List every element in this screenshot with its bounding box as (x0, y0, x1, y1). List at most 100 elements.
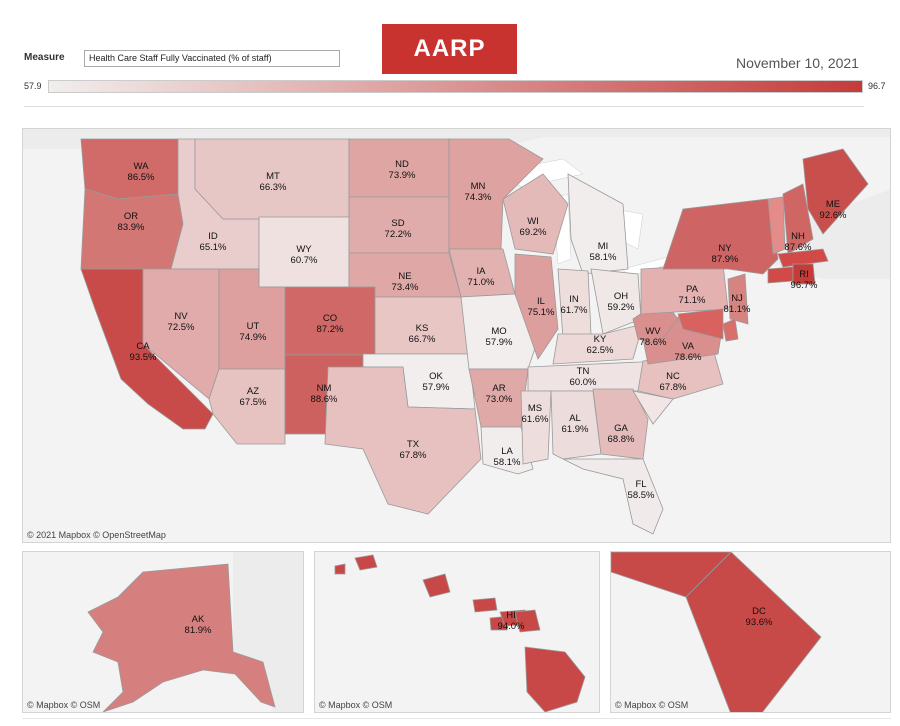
state-il[interactable] (514, 253, 559, 360)
state-label-dc: DC (752, 606, 766, 617)
state-me[interactable] (802, 148, 869, 235)
state-nh[interactable] (782, 183, 814, 255)
state-label-id: ID (208, 231, 218, 242)
state-ms[interactable] (520, 390, 552, 465)
state-label-nm: NM (317, 383, 332, 394)
state-la[interactable] (480, 426, 534, 475)
state-value-co: 87.2% (317, 324, 344, 335)
state-value-oh: 59.2% (608, 302, 635, 313)
hawaii-attribution: © Mapbox © OSM (319, 700, 393, 710)
state-value-ne: 73.4% (392, 282, 419, 293)
state-value-or: 83.9% (118, 222, 145, 233)
states-layer (80, 138, 869, 535)
state-value-la: 58.1% (494, 457, 521, 468)
hawaii-island-8[interactable] (524, 646, 586, 712)
state-ky[interactable] (552, 323, 644, 365)
hawaii-inset-map[interactable]: HI 94.0% © Mapbox © OSM (314, 551, 600, 713)
state-label-nc: NC (666, 371, 680, 382)
state-label-hi: HI (506, 610, 516, 621)
aarp-logo: AARP (382, 24, 517, 74)
main-map-svg: WA86.5%OR83.9%CA93.5%ID65.1%NV72.5%MT66.… (23, 129, 890, 535)
hawaii-island-3[interactable] (422, 573, 451, 598)
state-fl[interactable] (562, 458, 664, 535)
state-value-ga: 68.8% (608, 434, 635, 445)
measure-label: Measure (24, 52, 65, 63)
state-label-tn: TN (577, 366, 590, 377)
state-label-la: LA (501, 446, 513, 457)
state-value-wa: 86.5% (128, 172, 155, 183)
hawaii-island-4[interactable] (472, 597, 498, 613)
state-label-ut: UT (247, 321, 260, 332)
state-label-al: AL (569, 413, 581, 424)
dc-inset-map[interactable]: DC 93.6% © Mapbox © OSM (610, 551, 891, 713)
us-main-map[interactable]: WA 86.5% OR 83.9% CA 93.5% ID 65.1% NV 72.5% MT 66.… (22, 128, 891, 543)
state-value-mi: 58.1% (590, 252, 617, 263)
state-ma[interactable] (777, 248, 829, 268)
state-value-me: 92.6% (820, 210, 847, 221)
state-value-wv: 78.6% (640, 337, 667, 348)
header-divider (24, 106, 864, 107)
state-value-al: 61.9% (562, 424, 589, 435)
state-mo[interactable] (460, 293, 539, 370)
state-ga[interactable] (592, 388, 649, 460)
state-md[interactable] (677, 308, 724, 340)
state-value-mt: 66.3% (260, 182, 287, 193)
state-label-ky: KY (594, 334, 607, 345)
state-label-il: IL (537, 296, 545, 307)
state-pa[interactable] (640, 263, 729, 315)
state-label-mn: MN (471, 181, 486, 192)
state-value-wi: 69.2% (520, 227, 547, 238)
state-nj[interactable] (727, 273, 749, 325)
state-dc[interactable] (685, 552, 822, 713)
state-value-az: 67.5% (240, 397, 267, 408)
state-label-wy: WY (296, 244, 312, 255)
state-label-ga: GA (614, 423, 628, 434)
state-label-sd: SD (391, 218, 404, 229)
state-label-nd: ND (395, 159, 409, 170)
state-value-ri: 96.7% (791, 280, 818, 291)
state-ct[interactable] (767, 266, 794, 284)
state-value-ks: 66.7% (409, 334, 436, 345)
report-date: November 10, 2021 (736, 55, 859, 71)
state-ak[interactable] (87, 563, 276, 712)
state-value-sd: 72.2% (385, 229, 412, 240)
state-label-pa: PA (686, 284, 699, 295)
canada-land-ak (233, 552, 303, 712)
state-label-nh: NH (791, 231, 805, 242)
labels-layer: WA86.5%OR83.9%CA93.5%ID65.1%NV72.5%MT66.… (118, 159, 847, 501)
hawaii-island-1[interactable] (354, 554, 378, 571)
state-label-co: CO (323, 313, 337, 324)
legend-min-label: 57.9 (24, 81, 42, 91)
state-label-me: ME (826, 199, 840, 210)
alaska-inset-map[interactable]: AK 81.9% © Mapbox © OSM (22, 551, 304, 713)
state-label-ny: NY (718, 243, 732, 254)
state-al[interactable] (550, 390, 602, 460)
state-label-in: IN (569, 294, 579, 305)
map-attribution: © 2021 Mapbox © OpenStreetMap (27, 530, 166, 540)
state-value-nj: 81.1% (724, 304, 751, 315)
state-value-nd: 73.9% (389, 170, 416, 181)
state-value-ak: 81.9% (185, 625, 212, 636)
state-label-ne: NE (398, 271, 411, 282)
legend-max-label: 96.7 (868, 81, 886, 91)
state-value-ny: 87.9% (712, 254, 739, 265)
state-value-ar: 73.0% (486, 394, 513, 405)
state-sc[interactable] (632, 390, 674, 425)
state-label-ca: CA (136, 341, 150, 352)
state-label-oh: OH (614, 291, 628, 302)
state-label-ms: MS (528, 403, 542, 414)
state-value-nv: 72.5% (168, 322, 195, 333)
hawaii-island-7[interactable] (514, 609, 541, 633)
state-de[interactable] (722, 318, 739, 342)
state-wi[interactable] (502, 173, 569, 255)
state-wa[interactable] (80, 138, 179, 200)
state-value-mn: 74.3% (465, 192, 492, 203)
state-vt[interactable] (767, 196, 786, 255)
hawaii-island-2[interactable] (334, 563, 346, 575)
state-tx[interactable] (324, 366, 482, 515)
state-label-mo: MO (491, 326, 506, 337)
state-ri[interactable] (792, 263, 816, 285)
measure-dropdown[interactable]: Health Care Staff Fully Vaccinated (% of… (84, 50, 340, 67)
